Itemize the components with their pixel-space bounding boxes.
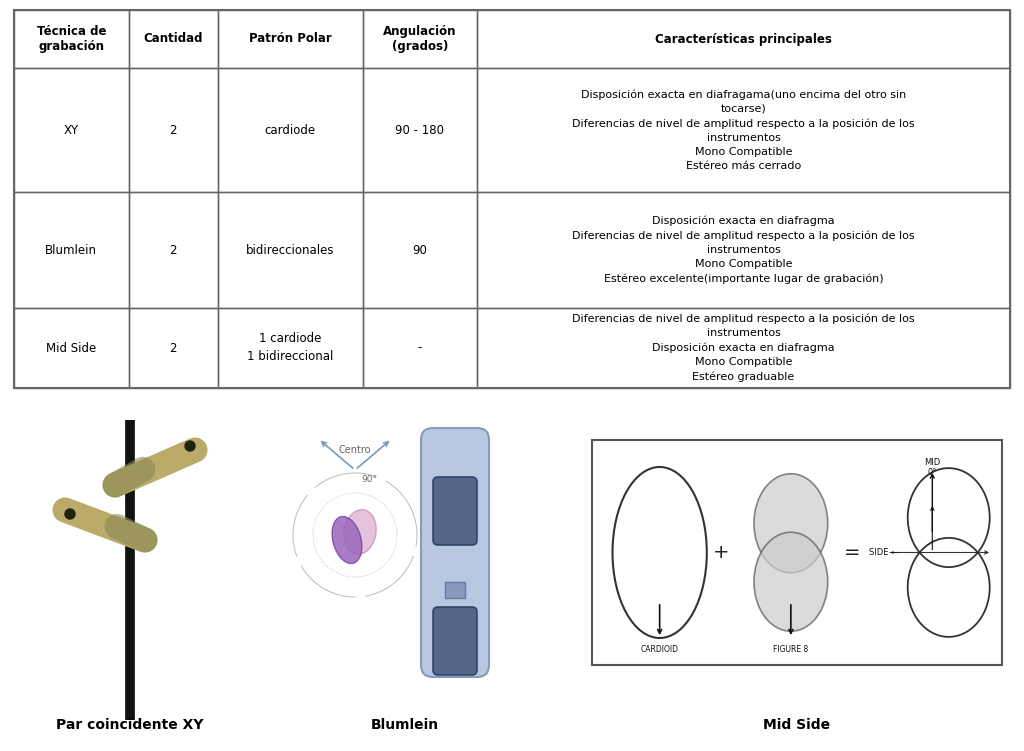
Text: Patrón Polar: Patrón Polar xyxy=(249,32,332,46)
Text: 1 cardiode
1 bidireccional: 1 cardiode 1 bidireccional xyxy=(247,333,334,363)
Text: =: = xyxy=(844,543,860,562)
Text: bidireccionales: bidireccionales xyxy=(246,243,335,257)
FancyBboxPatch shape xyxy=(433,607,477,675)
Bar xyxy=(129,68,218,192)
Text: Par coincidente XY: Par coincidente XY xyxy=(56,718,204,732)
Text: Diferencias de nivel de amplitud respecto a la posición de los
instrumentos
Disp: Diferencias de nivel de amplitud respect… xyxy=(572,314,914,382)
Bar xyxy=(14,10,1010,388)
Ellipse shape xyxy=(344,510,376,554)
Bar xyxy=(14,192,129,308)
Bar xyxy=(362,308,477,388)
Bar xyxy=(362,68,477,192)
Text: SIDE ←: SIDE ← xyxy=(868,548,898,557)
Text: Disposición exacta en diafragma
Diferencias de nivel de amplitud respecto a la p: Disposición exacta en diafragma Diferenc… xyxy=(572,216,914,284)
Text: cardiode: cardiode xyxy=(265,123,316,137)
Text: Características principales: Características principales xyxy=(655,32,833,46)
Text: Angulación
(grados): Angulación (grados) xyxy=(383,25,457,53)
Bar xyxy=(477,192,1010,308)
Bar xyxy=(445,582,465,598)
Text: 90 - 180: 90 - 180 xyxy=(395,123,444,137)
FancyBboxPatch shape xyxy=(421,428,489,677)
Text: Blumlein: Blumlein xyxy=(371,718,439,732)
Bar xyxy=(14,308,129,388)
Text: 90: 90 xyxy=(413,243,427,257)
Text: +: + xyxy=(713,543,729,562)
Bar xyxy=(218,308,362,388)
Text: Técnica de
grabación: Técnica de grabación xyxy=(37,25,106,53)
Bar xyxy=(129,192,218,308)
Text: 2: 2 xyxy=(170,243,177,257)
Bar xyxy=(592,440,1002,665)
Ellipse shape xyxy=(754,474,827,573)
Bar xyxy=(477,308,1010,388)
Text: Mid Side: Mid Side xyxy=(46,342,96,354)
Bar xyxy=(362,192,477,308)
Text: Mid Side: Mid Side xyxy=(764,718,830,732)
Text: MID
0°: MID 0° xyxy=(925,458,940,478)
Text: 2: 2 xyxy=(170,342,177,354)
Bar xyxy=(477,68,1010,192)
Bar xyxy=(477,10,1010,68)
Ellipse shape xyxy=(754,532,827,632)
Bar xyxy=(218,192,362,308)
Bar xyxy=(129,308,218,388)
Bar xyxy=(218,10,362,68)
Text: FIGURE 8: FIGURE 8 xyxy=(773,645,809,654)
Bar xyxy=(129,10,218,68)
Text: Disposición exacta en diafragama(uno encima del otro sin
tocarse)
Diferencias de: Disposición exacta en diafragama(uno enc… xyxy=(572,89,914,170)
Circle shape xyxy=(65,509,75,519)
Text: -: - xyxy=(418,342,422,354)
Bar xyxy=(14,68,129,192)
Text: Centro: Centro xyxy=(339,445,372,455)
Text: CARDIOID: CARDIOID xyxy=(641,645,679,654)
Text: Blumlein: Blumlein xyxy=(45,243,97,257)
Bar xyxy=(218,68,362,192)
Bar xyxy=(362,10,477,68)
Circle shape xyxy=(185,441,195,451)
Text: XY: XY xyxy=(63,123,79,137)
Text: 2: 2 xyxy=(170,123,177,137)
Text: Cantidad: Cantidad xyxy=(143,32,203,46)
Text: 90°: 90° xyxy=(361,475,377,484)
FancyBboxPatch shape xyxy=(433,477,477,545)
Ellipse shape xyxy=(332,517,361,563)
Bar xyxy=(14,10,129,68)
